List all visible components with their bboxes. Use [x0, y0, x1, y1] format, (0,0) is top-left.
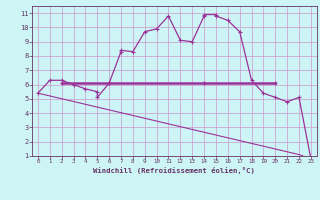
X-axis label: Windchill (Refroidissement éolien,°C): Windchill (Refroidissement éolien,°C) — [93, 167, 255, 174]
